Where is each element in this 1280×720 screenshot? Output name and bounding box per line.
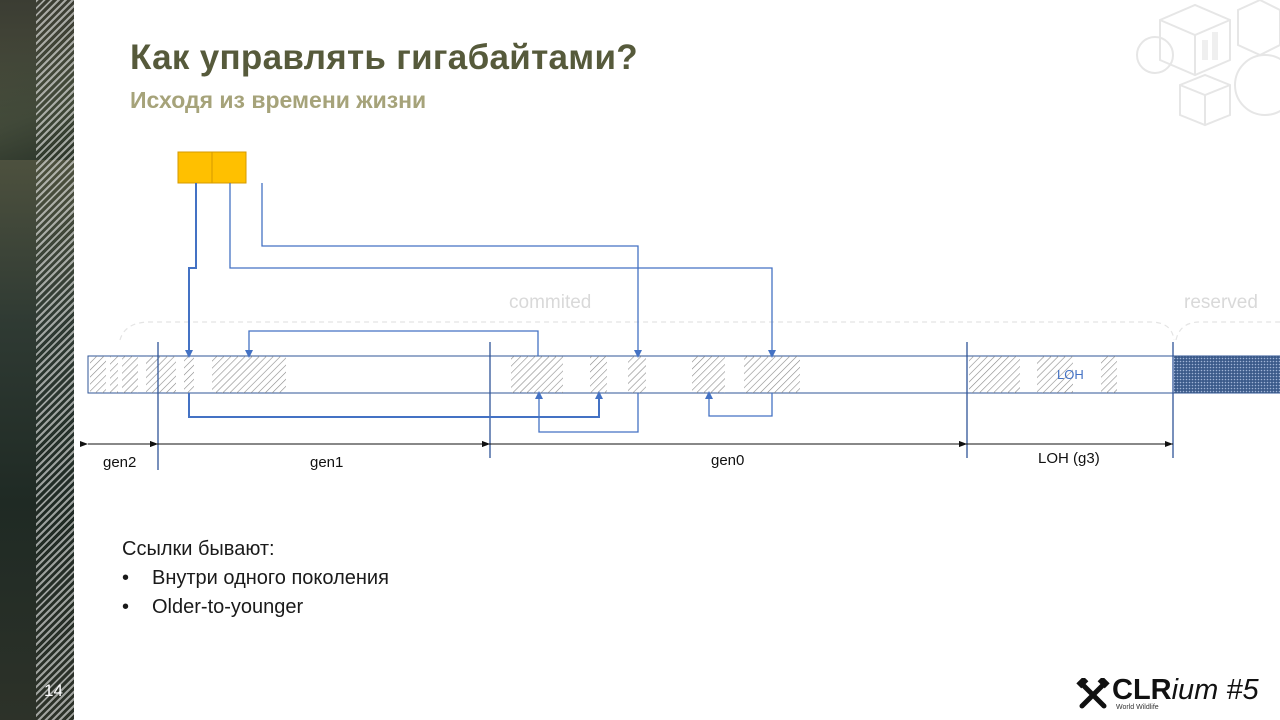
reserved-label: reserved — [1184, 292, 1258, 313]
reserved-region — [1174, 356, 1280, 393]
crossed-tools-icon — [1076, 678, 1110, 709]
list-item-text: Внутри одного поколения — [152, 567, 389, 589]
notes-intro: Ссылки бывают: — [122, 538, 275, 560]
logo-tagline: World Wildlife — [1116, 704, 1159, 711]
hatched-band — [36, 0, 74, 720]
allocated-objects — [90, 356, 1117, 393]
logo-brand-italic: ium #5 — [1171, 674, 1259, 706]
list-item-text: Older-to-younger — [152, 596, 304, 618]
list-item: • Older-to-younger — [122, 593, 389, 622]
reference-arrows — [185, 183, 776, 433]
notes-list: Ссылки бывают: • Внутри одного поколения… — [122, 535, 389, 622]
slide-subtitle: Исходя из времени жизни — [130, 87, 427, 113]
loh-g3-label: LOH (g3) — [1038, 450, 1100, 467]
committed-bracket — [119, 321, 1175, 341]
logo-brand-bold: CLR — [1112, 674, 1172, 706]
loh-inner-label: LOH — [1057, 367, 1084, 382]
heap-bar — [87, 355, 1280, 394]
decorative-cubes-icon — [1136, 0, 1280, 127]
sidebar-photo-strip — [0, 0, 74, 720]
committed-label: commited — [509, 292, 591, 313]
slide-number: 14 — [44, 681, 63, 700]
gen1-label: gen1 — [310, 454, 343, 471]
bullet-icon: • — [122, 567, 130, 589]
gen2-label: gen2 — [103, 454, 136, 471]
slide-title: Как управлять гигабайтами? — [130, 38, 638, 77]
list-item: • Внутри одного поколения — [122, 564, 389, 593]
generation-boundaries — [157, 342, 1174, 470]
reserved-bracket — [1175, 321, 1280, 341]
gen0-label: gen0 — [711, 452, 744, 469]
gc-roots — [177, 151, 247, 184]
logo-text: CLRium #5 — [1112, 674, 1259, 707]
bullet-icon: • — [122, 596, 130, 618]
clrium-logo: CLRium #5 World Wildlife — [1076, 674, 1276, 714]
